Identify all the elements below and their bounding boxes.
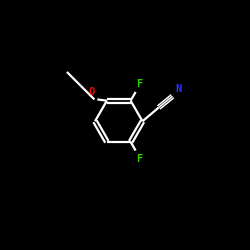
Text: O: O: [88, 88, 94, 98]
Text: F: F: [136, 79, 142, 89]
Text: F: F: [136, 154, 142, 164]
Text: N: N: [176, 84, 182, 94]
